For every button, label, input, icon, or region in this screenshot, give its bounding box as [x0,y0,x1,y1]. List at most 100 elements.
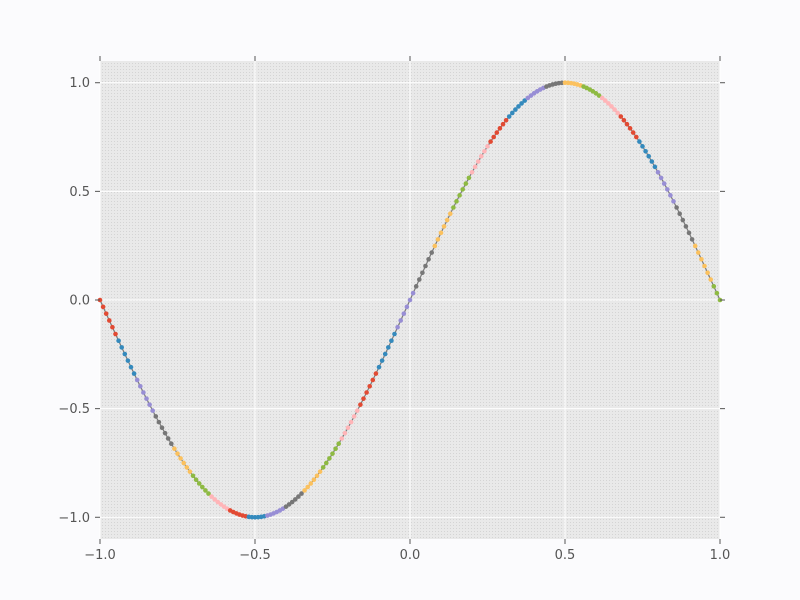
data-point-122 [475,159,481,164]
data-point-36 [209,494,214,499]
data-point-162 [599,95,605,101]
data-point-79 [342,430,348,436]
data-point-187 [677,211,682,217]
data-point-123 [479,154,484,159]
data-point-17 [150,408,155,413]
data-point-102 [413,284,419,289]
data-point-29 [187,469,193,474]
data-point-74 [327,456,332,461]
data-point-1 [100,304,106,310]
x-tick-label-4: 1.0 [710,548,731,563]
data-point-95 [392,331,397,337]
data-point-190 [686,230,692,236]
data-point-3 [107,318,112,323]
data-point-189 [683,224,689,229]
data-point-118 [463,181,469,186]
data-point-116 [457,193,462,198]
data-point-161 [596,93,602,98]
data-point-173 [634,134,639,140]
data-point-33 [200,484,205,490]
data-point-35 [206,491,211,496]
data-point-84 [358,402,363,407]
data-point-26 [178,456,183,461]
data-point-23 [169,441,174,446]
data-point-76 [333,446,338,452]
data-point-103 [417,277,422,282]
data-point-18 [153,414,159,419]
data-point-101 [410,290,416,296]
data-point-177 [646,154,651,159]
x-tick-label-2: 0.0 [400,548,421,563]
data-point-5 [113,331,118,337]
data-point-113 [448,211,453,217]
data-point-82 [351,414,357,419]
data-point-4 [110,324,115,330]
data-point-99 [404,304,410,310]
data-point-91 [379,358,385,363]
data-point-135 [516,104,521,109]
data-point-171 [627,126,633,131]
data-point-8 [122,351,128,357]
data-point-126 [488,139,493,144]
data-point-180 [655,169,661,175]
data-point-196 [705,270,710,276]
data-point-192 [692,243,698,249]
data-point-120 [469,169,475,175]
data-point-7 [119,345,124,350]
data-point-110 [438,230,444,236]
data-point-100 [407,297,413,303]
axis-ticks [95,56,725,544]
data-point-92 [382,351,388,357]
data-point-90 [376,364,382,370]
x-tick-label-3: 0.5 [555,548,576,563]
data-point-194 [699,256,704,262]
data-point-174 [637,139,642,144]
data-point-80 [345,425,351,431]
axis-tick-labels: −1.0 −0.5 0.0 0.5 1.0 −1.0 −0.5 0.0 0.5 1.0 [58,76,730,563]
data-point-175 [640,144,645,149]
data-point-167 [615,110,620,116]
data-point-125 [485,144,490,149]
data-point-68 [308,481,314,486]
data-point-112 [444,217,450,223]
y-tick-label-1: −0.5 [58,402,90,417]
data-point-199 [714,290,720,296]
data-point-24 [172,446,177,452]
data-point-38 [215,499,221,505]
data-point-137 [522,98,527,103]
x-tick-label-1: −0.5 [239,548,271,563]
data-point-14 [141,390,146,395]
data-point-124 [482,148,487,154]
data-point-9 [125,358,131,363]
x-tick-label-0: −1.0 [84,548,116,563]
data-point-133 [510,110,515,116]
data-point-21 [162,430,168,436]
data-point-185 [671,199,676,204]
y-tick-label-3: 0.5 [69,185,90,200]
data-point-64 [296,494,301,499]
data-point-28 [184,465,190,470]
data-point-88 [370,377,376,383]
data-point-19 [156,419,162,425]
data-point-10 [128,364,134,370]
data-point-94 [389,338,394,344]
data-point-172 [630,130,636,135]
data-point-69 [311,477,317,483]
data-point-128 [494,130,500,135]
data-point-72 [320,465,326,470]
data-point-86 [364,390,369,395]
data-point-67 [305,484,311,490]
data-point-107 [429,250,435,255]
data-point-32 [196,481,202,486]
data-point-63 [293,497,298,502]
data-point-178 [649,159,655,164]
data-point-66 [302,488,307,493]
data-point-70 [314,473,320,479]
data-point-134 [513,107,518,112]
data-point-169 [621,118,627,123]
data-point-176 [643,148,648,154]
data-point-105 [423,263,428,269]
data-point-62 [289,499,295,505]
data-point-179 [652,164,658,170]
